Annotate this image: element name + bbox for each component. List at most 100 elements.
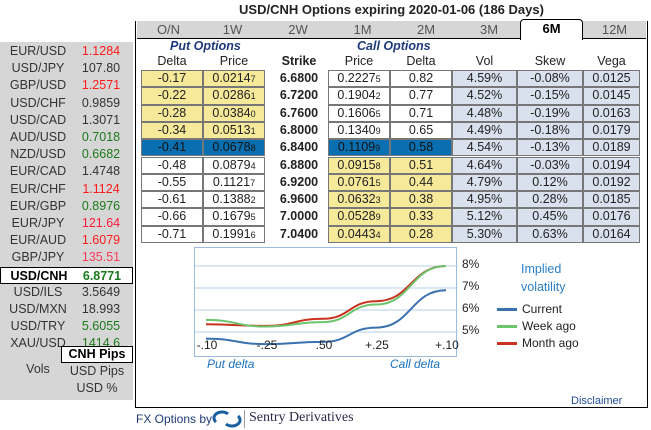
- sentry-logo-icon: [212, 410, 242, 428]
- header-vega: Vega: [597, 54, 626, 68]
- tab-1w[interactable]: 1W: [200, 21, 265, 39]
- call-delta-cell[interactable]: 0.38: [390, 191, 452, 209]
- pair-rate: 1.3071: [81, 112, 121, 127]
- price-pip: 3: [375, 195, 381, 206]
- call-price-cell[interactable]: 0.11099: [328, 139, 390, 157]
- tab-2w[interactable]: 2W: [265, 21, 331, 39]
- pair-row-usd-cnh[interactable]: USD/CNH 6.8771: [0, 266, 133, 284]
- pair-row-gbp-jpy[interactable]: GBP/JPY 135.51: [0, 249, 133, 266]
- pair-row-eur-gbp[interactable]: EUR/GBP 0.8976: [0, 198, 133, 215]
- pair-row-usd-try[interactable]: USD/TRY 5.6055: [0, 318, 133, 335]
- pair-row-usd-cad[interactable]: USD/CAD 1.3071: [0, 112, 133, 129]
- vol-cell: 4.64%: [452, 156, 517, 174]
- put-price-cell[interactable]: 0.06788: [203, 139, 265, 157]
- pair-name: USD/CNH: [10, 268, 68, 283]
- pair-row-aud-usd[interactable]: AUD/USD 0.7018: [0, 129, 133, 146]
- call-price-cell[interactable]: 0.22275: [328, 70, 390, 88]
- tab-12m[interactable]: 12M: [583, 21, 646, 39]
- call-price-cell[interactable]: 0.19042: [328, 87, 390, 105]
- tab-3m[interactable]: 3M: [458, 21, 520, 39]
- call-price-cell[interactable]: 0.05289: [328, 208, 390, 226]
- price-pip: 5: [375, 108, 381, 119]
- series-line-current: [205, 289, 447, 346]
- pair-row-eur-cad[interactable]: EUR/CAD 1.4748: [0, 163, 133, 180]
- call-price-cell[interactable]: 0.06323: [328, 191, 390, 209]
- pair-row-gbp-usd[interactable]: GBP/USD 1.2571: [0, 77, 133, 94]
- tab-on[interactable]: O/N: [137, 21, 200, 39]
- call-price-cell[interactable]: 0.13409: [328, 121, 390, 140]
- pair-name: GBP/USD: [9, 78, 67, 93]
- put-delta-cell[interactable]: -0.71: [141, 225, 203, 243]
- put-price-cell[interactable]: 0.13882: [203, 191, 265, 209]
- pair-rate: 135.51: [81, 250, 121, 265]
- put-price-cell[interactable]: 0.19916: [203, 225, 265, 243]
- unit-option-usd-[interactable]: USD %: [76, 381, 118, 395]
- put-price-cell[interactable]: 0.08794: [203, 156, 265, 174]
- price-main: 0.1991: [212, 226, 251, 241]
- put-delta-cell[interactable]: -0.41: [141, 139, 203, 157]
- legend-label: Current: [522, 302, 563, 316]
- put-delta-cell[interactable]: -0.61: [141, 191, 203, 209]
- call-delta-cell[interactable]: 0.65: [390, 121, 452, 140]
- put-delta-cell[interactable]: -0.66: [141, 208, 203, 226]
- header-price: Price: [344, 54, 374, 68]
- pair-row-usd-jpy[interactable]: USD/JPY 107.80: [0, 60, 133, 77]
- put-delta-label: Put delta: [207, 357, 255, 371]
- put-delta-cell[interactable]: -0.48: [141, 156, 203, 174]
- x-tick-label: -.25: [256, 338, 278, 352]
- strike-cell: 6.8000: [279, 122, 319, 137]
- pair-row-nzd-usd[interactable]: NZD/USD 0.6682: [0, 146, 133, 163]
- price-pip: 6: [250, 229, 256, 240]
- pair-row-eur-aud[interactable]: EUR/AUD 1.6079: [0, 232, 133, 249]
- call-price-cell[interactable]: 0.16065: [328, 104, 390, 122]
- pair-name: USD/ILS: [13, 284, 63, 299]
- put-price-cell[interactable]: 0.03840: [203, 104, 265, 122]
- unit-option-cnh-pips[interactable]: CNH Pips: [61, 346, 133, 363]
- disclaimer-link[interactable]: Disclaimer: [571, 395, 623, 407]
- call-delta-cell[interactable]: 0.77: [390, 87, 452, 105]
- pair-row-usd-chf[interactable]: USD/CHF 0.9859: [0, 95, 133, 112]
- call-delta-cell[interactable]: 0.71: [390, 104, 452, 122]
- vega-cell: 0.0179: [583, 121, 640, 140]
- pair-row-eur-chf[interactable]: EUR/CHF 1.1124: [0, 181, 133, 198]
- call-price-cell[interactable]: 0.09158: [328, 156, 390, 174]
- call-delta-cell[interactable]: 0.82: [390, 70, 452, 88]
- call-delta-cell[interactable]: 0.58: [390, 139, 452, 157]
- legend-label: Month ago: [522, 336, 579, 350]
- call-price-cell[interactable]: 0.07615: [328, 173, 390, 192]
- pair-name: EUR/USD: [9, 44, 67, 58]
- put-delta-cell[interactable]: -0.34: [141, 121, 203, 140]
- put-price-cell[interactable]: 0.11217: [203, 173, 265, 192]
- pair-row-eur-usd[interactable]: EUR/USD 1.1284: [0, 43, 133, 60]
- unit-option-usd-pips[interactable]: USD Pips: [69, 363, 125, 378]
- price-pip: 9: [375, 143, 381, 154]
- call-delta-cell[interactable]: 0.28: [390, 225, 452, 243]
- skew-cell: 0.12%: [517, 173, 583, 192]
- legend-swatch: [497, 308, 517, 311]
- put-delta-cell[interactable]: -0.28: [141, 104, 203, 122]
- skew-cell: -0.03%: [517, 156, 583, 174]
- price-main: 0.0632: [337, 192, 376, 207]
- pair-row-eur-jpy[interactable]: EUR/JPY 121.64: [0, 215, 133, 232]
- put-delta-cell[interactable]: -0.17: [141, 70, 203, 88]
- strike-cell: 6.8400: [279, 140, 319, 155]
- put-price-cell[interactable]: 0.05131: [203, 121, 265, 140]
- put-price-cell[interactable]: 0.02861: [203, 87, 265, 105]
- call-delta-cell[interactable]: 0.44: [390, 173, 452, 192]
- price-main: 0.0286: [212, 88, 251, 103]
- pair-row-usd-ils[interactable]: USD/ILS 3.5649: [0, 284, 133, 301]
- call-price-cell[interactable]: 0.04434: [328, 225, 390, 243]
- call-delta-cell[interactable]: 0.33: [390, 208, 452, 226]
- call-delta-cell[interactable]: 0.51: [390, 156, 452, 174]
- pair-rate: 0.8976: [81, 198, 121, 213]
- price-pip: 2: [250, 195, 256, 206]
- call-delta-label: Call delta: [390, 357, 441, 371]
- put-delta-cell[interactable]: -0.55: [141, 173, 203, 192]
- put-price-cell[interactable]: 0.02147: [203, 70, 265, 88]
- tab-1m[interactable]: 1M: [331, 21, 394, 39]
- tab-6m[interactable]: 6M: [520, 19, 583, 40]
- tab-2m[interactable]: 2M: [394, 21, 458, 39]
- put-delta-cell[interactable]: -0.22: [141, 87, 203, 105]
- put-price-cell[interactable]: 0.16795: [203, 208, 265, 226]
- pair-row-usd-mxn[interactable]: USD/MXN 18.993: [0, 301, 133, 318]
